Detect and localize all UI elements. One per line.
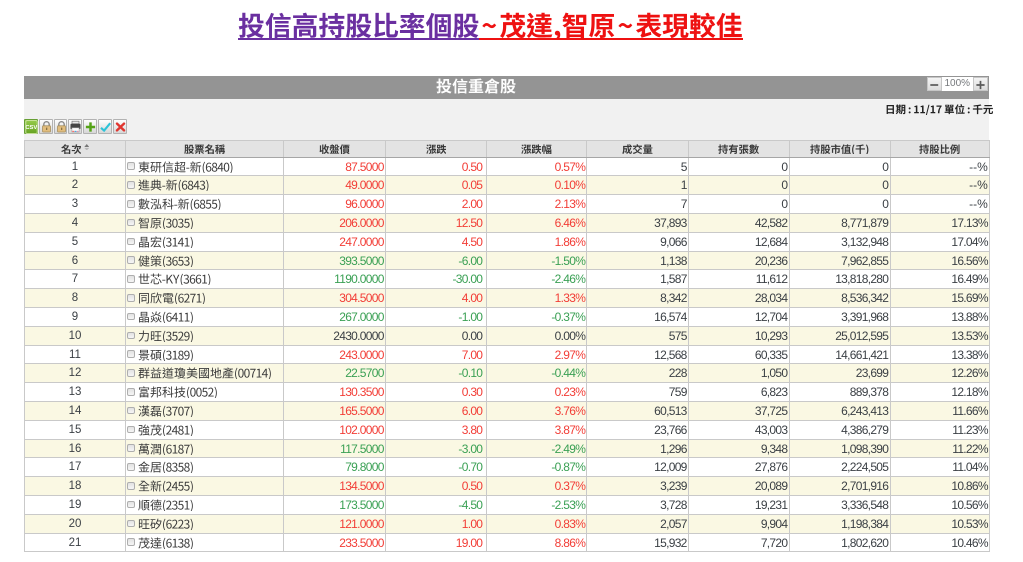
svg-text:CSV: CSV (25, 125, 37, 131)
